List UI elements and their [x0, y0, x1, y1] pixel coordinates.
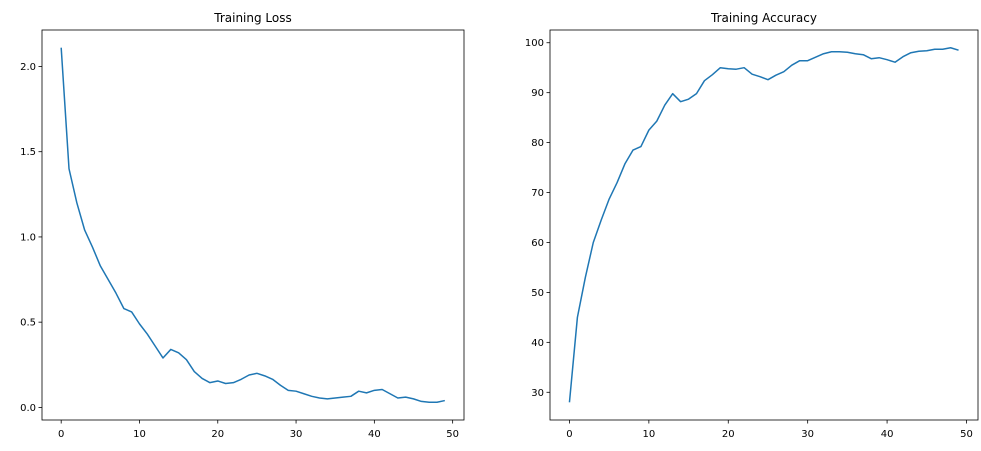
- data-line: [568, 46, 959, 403]
- y-tick-label: 50: [531, 288, 544, 299]
- chart-title: Training Accuracy: [710, 11, 817, 25]
- x-tick-label: 50: [446, 429, 459, 440]
- axes-frame: [41, 29, 465, 421]
- x-tick-label: 0: [58, 429, 64, 440]
- axes-frame: [549, 29, 979, 421]
- x-tick-label: 30: [801, 429, 814, 440]
- x-tick-label: 40: [368, 429, 381, 440]
- y-tick-label: 30: [531, 388, 544, 399]
- y-tick-label: 80: [531, 138, 544, 149]
- x-tick-label: 0: [566, 429, 572, 440]
- y-tick-label: 90: [531, 88, 544, 99]
- y-tick-label: 60: [531, 238, 544, 249]
- data-line: [60, 47, 445, 404]
- y-tick-label: 0.5: [20, 318, 36, 329]
- y-tick-label: 0.0: [20, 403, 36, 414]
- y-tick-label: 40: [531, 338, 544, 349]
- y-tick-label: 1.0: [20, 232, 36, 243]
- x-tick-label: 20: [722, 429, 735, 440]
- x-tick-label: 10: [133, 429, 146, 440]
- y-tick-label: 70: [531, 188, 544, 199]
- chart-title: Training Loss: [213, 11, 291, 25]
- y-tick-label: 2.0: [20, 62, 36, 73]
- y-tick-label: 100: [525, 38, 544, 49]
- y-tick-label: 1.5: [20, 147, 36, 158]
- x-tick-label: 20: [211, 429, 224, 440]
- x-tick-label: 30: [290, 429, 303, 440]
- x-tick-label: 10: [642, 429, 655, 440]
- x-tick-label: 40: [881, 429, 894, 440]
- x-tick-label: 50: [960, 429, 973, 440]
